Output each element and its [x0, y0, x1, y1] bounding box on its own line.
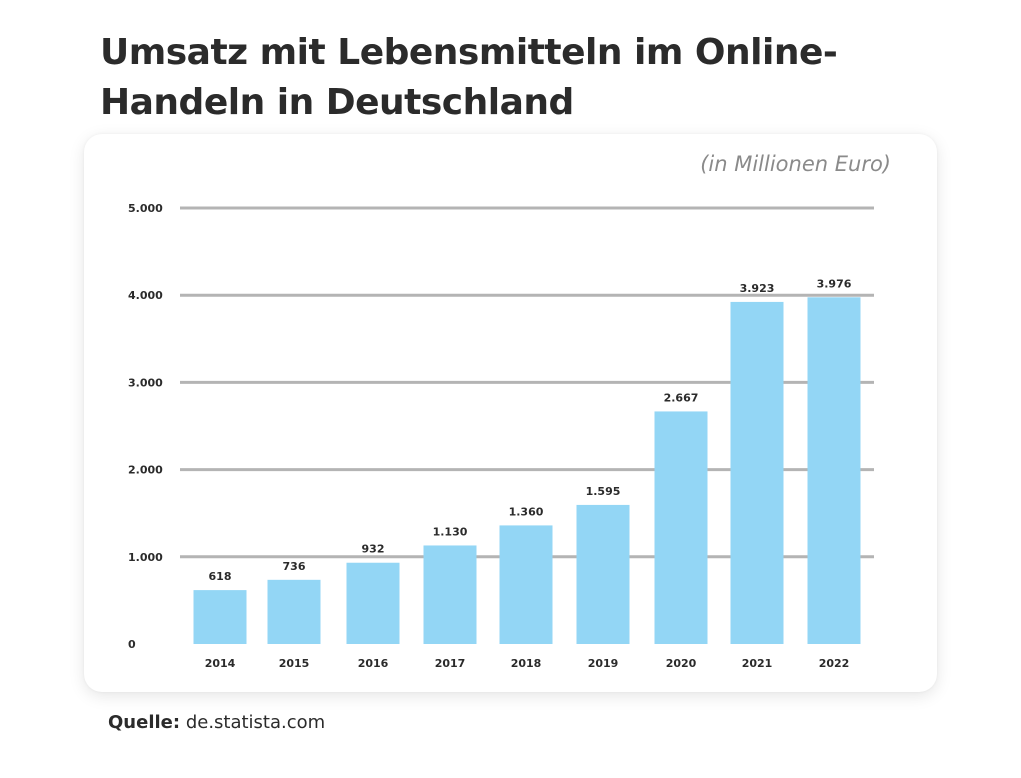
- data-label: 618: [209, 570, 232, 583]
- y-tick-label: 2.000: [128, 464, 163, 477]
- y-tick-label: 4.000: [128, 289, 163, 302]
- bar: [423, 545, 477, 644]
- data-label: 1.360: [509, 505, 544, 518]
- x-tick-label: 2018: [511, 657, 542, 670]
- bar: [267, 579, 321, 644]
- data-label: 3.923: [740, 282, 775, 295]
- data-label: 2.667: [664, 391, 699, 404]
- source-label: Quelle:: [108, 712, 181, 733]
- source-line: Quelle: de.statista.com: [108, 712, 325, 733]
- y-tick-label: 5.000: [128, 202, 163, 215]
- y-tick-label: 1.000: [128, 551, 163, 564]
- bar: [654, 411, 708, 644]
- bar: [499, 525, 553, 644]
- chart-title: Umsatz mit Lebensmitteln im Online-Hande…: [100, 32, 838, 123]
- x-tick-label: 2019: [588, 657, 619, 670]
- data-label: 932: [362, 543, 385, 556]
- bar: [193, 590, 247, 644]
- x-tick-label: 2015: [279, 657, 310, 670]
- source-value: de.statista.com: [185, 712, 326, 733]
- x-tick-label: 2016: [358, 657, 389, 670]
- y-tick-label: 0: [128, 638, 136, 651]
- data-label: 1.595: [586, 485, 621, 498]
- bar: [807, 297, 861, 644]
- y-tick-label: 3.000: [128, 376, 163, 389]
- data-label: 3.976: [817, 277, 852, 290]
- chart-card: (in Millionen Euro) 0 1.000 2.000 3.000 4.00…: [84, 134, 937, 692]
- x-tick-label: 2014: [205, 657, 236, 670]
- bar: [346, 562, 400, 644]
- unit-note: (in Millionen Euro): [700, 152, 891, 176]
- bar: [730, 301, 784, 644]
- x-tick-label: 2017: [435, 657, 466, 670]
- bar: [576, 504, 630, 644]
- x-tick-label: 2021: [742, 657, 773, 670]
- bar-chart: 0 1.000 2.000 3.000 4.000 5.000 618 2014 736 2015…: [128, 202, 874, 670]
- data-label: 1.130: [433, 525, 468, 538]
- x-tick-label: 2022: [819, 657, 850, 670]
- data-label: 736: [283, 560, 306, 573]
- x-tick-label: 2020: [666, 657, 697, 670]
